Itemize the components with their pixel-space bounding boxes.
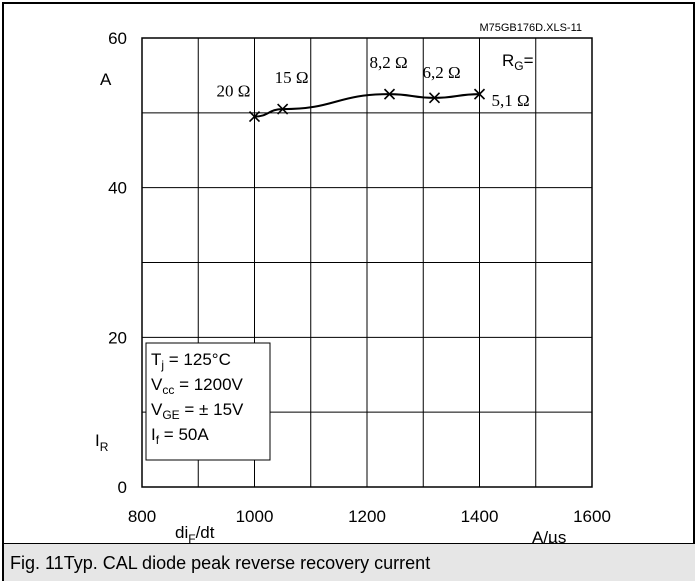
cond-vcc: Vcc = 1200V <box>151 375 244 397</box>
point-label: 20 Ω <box>217 82 251 101</box>
x-tick-label: 1200 <box>348 507 386 526</box>
x-axis-label: diF/dt <box>175 523 215 546</box>
point-labels: 20 Ω 15 Ω 8,2 Ω 6,2 Ω 5,1 Ω <box>217 53 530 110</box>
y-tick-label: 0 <box>118 478 127 497</box>
x-tick-label: 800 <box>128 507 156 526</box>
x-unit: A/µs <box>532 528 566 547</box>
caption-bar: Fig. 11Typ. CAL diode peak reverse recov… <box>4 543 695 581</box>
y-tick-label: 60 <box>108 29 127 48</box>
point-label: 5,1 Ω <box>492 91 530 110</box>
x-tick-label: 1000 <box>236 507 274 526</box>
plot-area <box>141 37 593 488</box>
data-points <box>248 88 486 123</box>
figure-caption: Fig. 11Typ. CAL diode peak reverse recov… <box>10 553 431 573</box>
rg-label: RG= <box>502 51 534 73</box>
y-axis-label: IR <box>95 431 109 454</box>
cond-tj: Tj = 125°C <box>151 350 231 372</box>
x-tick-label: 1400 <box>461 507 499 526</box>
x-tick-labels: 800 1000 1200 1400 1600 <box>128 507 611 526</box>
y-unit: A <box>100 70 112 89</box>
point-label: 6,2 Ω <box>423 63 461 82</box>
series-line <box>254 93 480 118</box>
point-label: 8,2 Ω <box>370 53 408 72</box>
cond-vge: VGE = ± 15V <box>151 400 244 422</box>
y-tick-labels: 0 20 40 60 <box>108 29 127 497</box>
x-tick-label: 1600 <box>573 507 611 526</box>
series-path <box>254 93 480 118</box>
y-tick-label: 20 <box>108 328 127 347</box>
data-point-marker <box>428 92 441 104</box>
point-label: 15 Ω <box>275 68 309 87</box>
data-point-marker <box>277 103 289 115</box>
conditions-box: Tj = 125°C Vcc = 1200V VGE = ± 15V If = … <box>145 342 271 461</box>
data-point-marker <box>473 88 486 100</box>
data-point-marker <box>383 88 396 100</box>
chart-code: M75GB176D.XLS-11 <box>479 22 582 34</box>
cond-if: If = 50A <box>151 425 209 447</box>
data-point-marker <box>248 111 261 123</box>
y-tick-label: 40 <box>108 179 127 198</box>
